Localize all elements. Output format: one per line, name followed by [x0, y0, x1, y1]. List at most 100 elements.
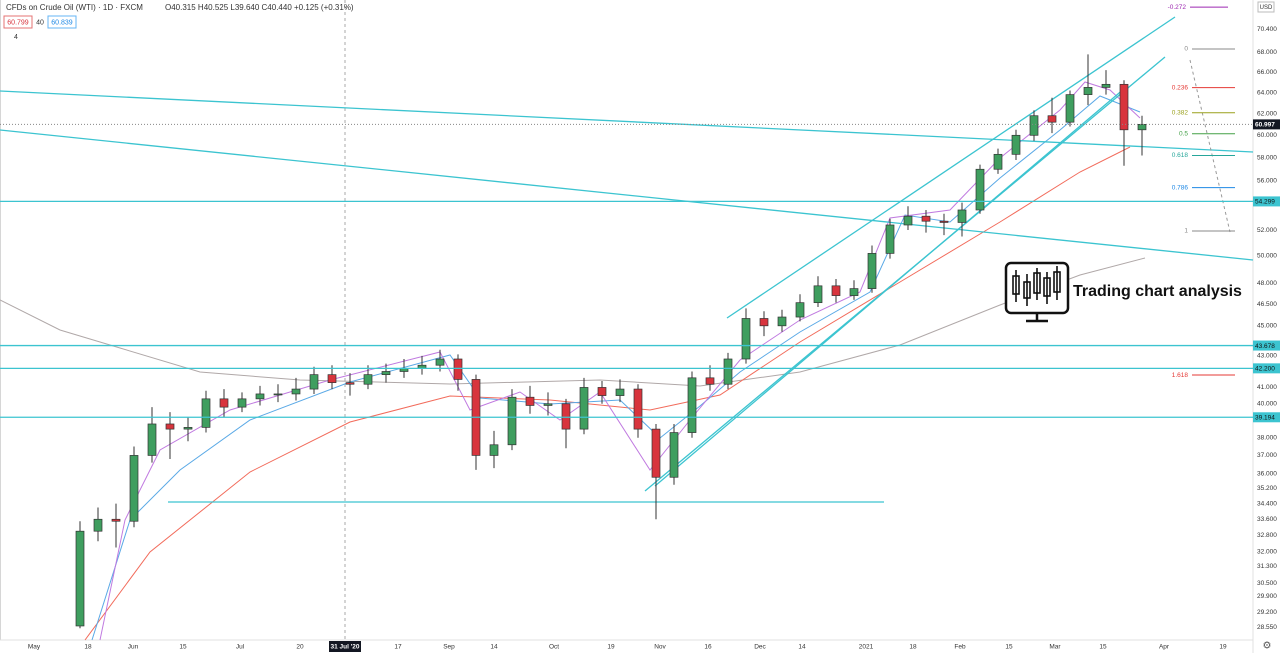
y-tick-label: 64.000 — [1257, 89, 1277, 96]
candle-body — [1137, 123, 1147, 131]
candle-body — [1083, 87, 1093, 95]
ask-box — [47, 15, 77, 29]
candle-body — [831, 285, 841, 296]
candle-body — [1047, 115, 1057, 123]
candle-body — [975, 168, 985, 211]
y-tick-label: 40.000 — [1257, 401, 1277, 408]
candle-body — [813, 285, 823, 304]
icon-candles — [1012, 266, 1061, 306]
candle-body — [1011, 134, 1021, 155]
y-tick-label: 36.000 — [1257, 470, 1277, 477]
y-tick-label: 60.000 — [1257, 132, 1277, 139]
fib-label: 0.786 — [1172, 184, 1189, 191]
candle-body — [597, 387, 607, 396]
y-tick-label: 46.500 — [1257, 301, 1277, 308]
candle-body — [93, 518, 103, 532]
level-label: 54.299 — [1255, 199, 1275, 206]
candle-body — [255, 393, 265, 400]
y-tick-label: 41.000 — [1257, 384, 1277, 391]
x-tick-label: 19 — [607, 644, 615, 651]
fib-label: 0.382 — [1172, 109, 1189, 116]
candle-body — [291, 388, 301, 395]
candle-body — [741, 318, 751, 360]
fib-label: 0.618 — [1172, 152, 1189, 159]
fib-label: 0.5 — [1179, 130, 1188, 137]
currency-box — [1257, 1, 1275, 13]
level-box — [1253, 340, 1280, 351]
annotation: Trading chart analysis — [1073, 283, 1242, 300]
trendline — [0, 90, 1254, 153]
candle-body — [201, 398, 211, 428]
x-tick-label: Apr — [1159, 644, 1170, 651]
candle-body — [165, 423, 175, 430]
candle-body — [957, 209, 967, 223]
x-tick-label: 15 — [1005, 644, 1013, 651]
x-tick-label: 17 — [394, 644, 402, 651]
candle-body — [561, 403, 571, 430]
x-tick-label: 14 — [798, 644, 806, 651]
fib-label: 1 — [1184, 228, 1188, 235]
x-tick-label: Feb — [954, 644, 966, 651]
x-tick-label: May — [28, 644, 41, 651]
marks — [75, 54, 1147, 629]
candle-body — [381, 371, 391, 376]
candle-body — [633, 388, 643, 430]
x-tick-label: 2021 — [859, 644, 874, 651]
x-tick-label: 20 — [296, 644, 304, 651]
y-tick-label: 56.000 — [1257, 178, 1277, 185]
candle-body — [651, 428, 661, 478]
crosshair-date-box — [329, 641, 361, 652]
symbol-title: CFDs on Crude Oil (WTI) · 1D · FXCM — [6, 3, 143, 12]
x-tick-label: Dec — [754, 644, 766, 651]
bid: 60.799 — [7, 19, 29, 26]
y-tick-label: 68.000 — [1257, 49, 1277, 56]
y-tick-label: 31.300 — [1257, 563, 1277, 570]
candle-body — [345, 382, 355, 385]
y-tick-label: 32.000 — [1257, 548, 1277, 555]
candle-body — [777, 316, 787, 327]
candle-body — [615, 388, 625, 396]
x-tick-label: Sep — [443, 644, 455, 651]
level-box — [1253, 412, 1280, 423]
candle-body — [1065, 94, 1075, 123]
candle-body — [273, 393, 283, 396]
x-tick-label: Jul — [236, 644, 245, 651]
candle-body — [435, 358, 445, 366]
candle-body — [237, 398, 247, 408]
candle-body — [705, 377, 715, 385]
currency: USD — [1260, 5, 1273, 11]
last-price-box — [1253, 119, 1280, 130]
candle-body — [525, 396, 535, 406]
candle-body — [687, 377, 697, 433]
candle-body — [219, 398, 229, 408]
y-tick-label: 38.000 — [1257, 434, 1277, 441]
level-label: 43.678 — [1255, 343, 1275, 350]
y-tick-label: 48.000 — [1257, 280, 1277, 287]
fib-label: 1.618 — [1172, 372, 1189, 379]
x-tick-label: 18 — [909, 644, 917, 651]
ma-50 — [84, 146, 1131, 641]
settings-icon[interactable]: ⚙ — [1263, 641, 1272, 652]
last-price-label: 60.997 — [1255, 122, 1275, 129]
channel-upper — [726, 16, 1176, 319]
level-label: 42.200 — [1255, 366, 1275, 373]
y-tick-label: 45.000 — [1257, 323, 1277, 330]
quote: O40.315 H40.525 L39.640 C40.440 +0.125 (… — [165, 3, 354, 12]
spread: 40 — [36, 19, 44, 26]
candle-body — [1029, 115, 1039, 136]
candle-body — [759, 318, 769, 327]
x-tick-label: 14 — [490, 644, 498, 651]
x-tick-label: 19 — [1219, 644, 1227, 651]
y-tick-label: 52.000 — [1257, 227, 1277, 234]
candle-body — [507, 396, 517, 446]
x-tick-label: 18 — [84, 644, 92, 651]
candle-body — [309, 374, 319, 390]
fib-label: 0.236 — [1172, 84, 1189, 91]
y-tick-label: 62.000 — [1257, 110, 1277, 117]
x-tick-label: 15 — [1099, 644, 1107, 651]
y-tick-label: 43.000 — [1257, 353, 1277, 360]
level-box — [1253, 363, 1280, 374]
candle-body — [111, 518, 121, 522]
x-tick-label: Nov — [654, 644, 666, 651]
